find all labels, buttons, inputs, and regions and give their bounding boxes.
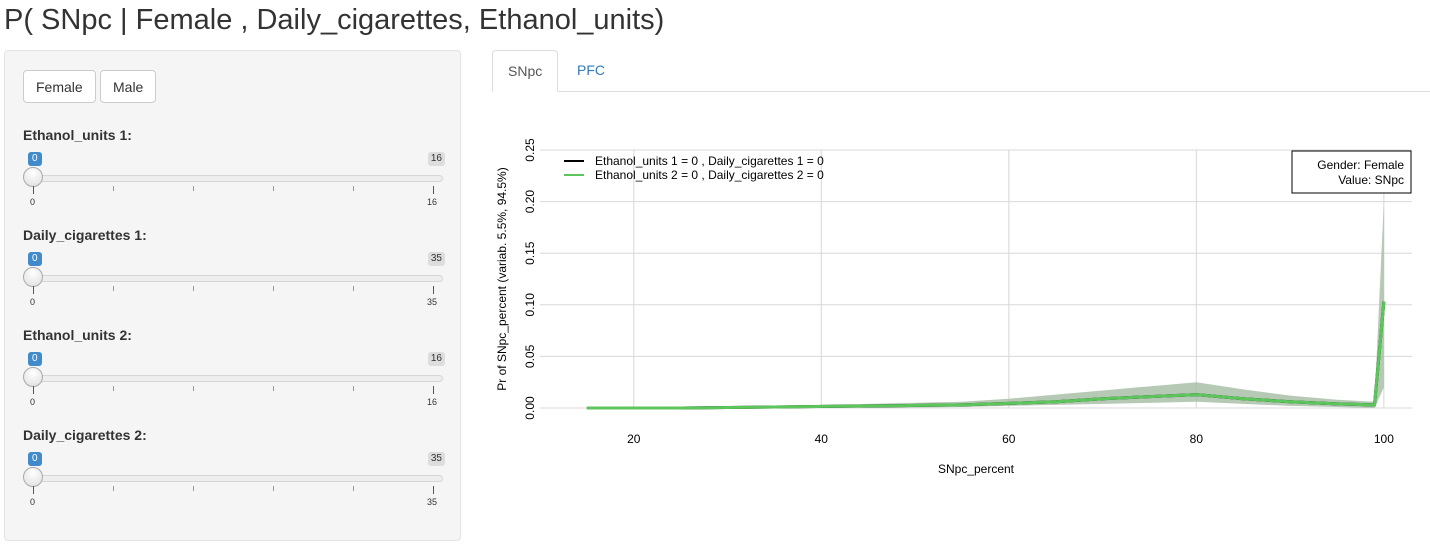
page-title: P( SNpc | Female , Daily_cigarettes, Eth… [4,4,665,36]
slider-track[interactable] [33,175,443,182]
slider-tick [273,386,274,391]
x-axis-ticks: 20 40 60 80 100 [627,432,1394,446]
density-chart: 20 40 60 80 100 0.00 0.05 0.10 0.15 0.20 0.25 SNp… [495,138,1412,476]
slider-tick [33,186,34,194]
slider-tick [113,486,114,491]
sidebar-panel: Female Male Ethanol_units 1: 0 16 0 16 D… [4,50,461,541]
slider-tick [33,486,34,494]
slider-daily-cigarettes-1: Daily_cigarettes 1: 0 35 0 35 [23,227,445,317]
slider-tick [433,286,434,294]
slider-max-label: 16 [427,397,438,407]
slider-handle[interactable] [23,467,43,487]
legend-label-2: Ethanol_units 2 = 0 , Daily_cigarettes 2… [595,168,824,182]
slider-handle[interactable] [23,167,43,187]
y-axis-ticks: 0.00 0.05 0.10 0.15 0.20 0.25 [523,138,537,420]
annotation-value: Value: SNpc [1338,173,1404,187]
slider-track[interactable] [33,475,443,482]
slider-label: Daily_cigarettes 2: [23,427,147,443]
slider-handle[interactable] [23,367,43,387]
slider-min-label: 0 [30,297,36,307]
legend-label-1: Ethanol_units 1 = 0 , Daily_cigarettes 1… [595,154,824,168]
slider-min-label: 0 [30,197,36,207]
slider-tick [353,486,354,491]
slider-tick [193,186,194,191]
annotation-box: Gender: Female Value: SNpc [1291,150,1412,194]
x-tick-label: 100 [1374,432,1394,446]
slider-tick [433,386,434,394]
slider-value-badge: 0 [28,352,42,366]
y-tick-label: 0.05 [523,344,537,368]
slider-value-badge: 0 [28,452,42,466]
slider-label: Daily_cigarettes 1: [23,227,147,243]
tab-pfc[interactable]: PFC [577,62,605,78]
y-axis-label: Pr of SNpc_percent (variab. 5.5%, 94.5%) [495,167,509,390]
male-button[interactable]: Male [100,70,157,103]
tab-snpc[interactable]: SNpc [492,50,559,92]
chart-grid [540,149,1412,409]
slider-value-badge: 0 [28,252,42,266]
y-tick-label: 0.00 [523,396,537,420]
y-tick-label: 0.20 [523,190,537,214]
slider-tick [353,286,354,291]
x-tick-label: 60 [1002,432,1016,446]
slider-max-label: 35 [427,297,438,307]
slider-track[interactable] [33,375,443,382]
slider-max-label: 16 [427,197,438,207]
x-tick-label: 80 [1190,432,1204,446]
slider-max-label: 35 [427,497,438,507]
slider-handle[interactable] [23,267,43,287]
slider-track[interactable] [33,275,443,282]
x-tick-label: 40 [815,432,829,446]
y-tick-label: 0.10 [523,293,537,317]
slider-tick [33,386,34,394]
annotation-frame [1291,150,1412,194]
annotation-gender: Gender: Female [1317,158,1404,172]
legend: Ethanol_units 1 = 0 , Daily_cigarettes 1… [564,154,824,182]
slider-label: Ethanol_units 2: [23,327,132,343]
slider-tick [273,486,274,491]
slider-tick [433,186,434,194]
tab-bar: SNpc PFC [492,50,1430,92]
series-line-2 [586,301,1386,410]
slider-tick [113,286,114,291]
slider-value-badge: 0 [28,152,42,166]
series-line-1 [586,301,1386,410]
female-button[interactable]: Female [23,70,96,103]
slider-max-badge: 35 [427,452,445,466]
slider-tick [113,386,114,391]
slider-tick [113,186,114,191]
slider-tick [273,186,274,191]
slider-ethanol-units-2: Ethanol_units 2: 0 16 0 16 [23,327,445,417]
slider-tick [433,486,434,494]
slider-max-badge: 16 [427,152,445,166]
slider-max-badge: 16 [427,352,445,366]
slider-tick [33,286,34,294]
slider-daily-cigarettes-2: Daily_cigarettes 2: 0 35 0 35 [23,427,445,517]
slider-min-label: 0 [30,497,36,507]
x-tick-label: 20 [627,432,641,446]
slider-label: Ethanol_units 1: [23,127,132,143]
slider-tick [273,286,274,291]
slider-tick [193,486,194,491]
y-tick-label: 0.15 [523,241,537,265]
slider-tick [193,386,194,391]
slider-tick [193,286,194,291]
slider-min-label: 0 [30,397,36,407]
slider-ethanol-units-1: Ethanol_units 1: 0 16 0 16 [23,127,445,217]
slider-max-badge: 35 [427,252,445,266]
x-axis-label: SNpc_percent [938,462,1015,476]
slider-tick [353,186,354,191]
slider-tick [353,386,354,391]
y-tick-label: 0.25 [523,138,537,162]
